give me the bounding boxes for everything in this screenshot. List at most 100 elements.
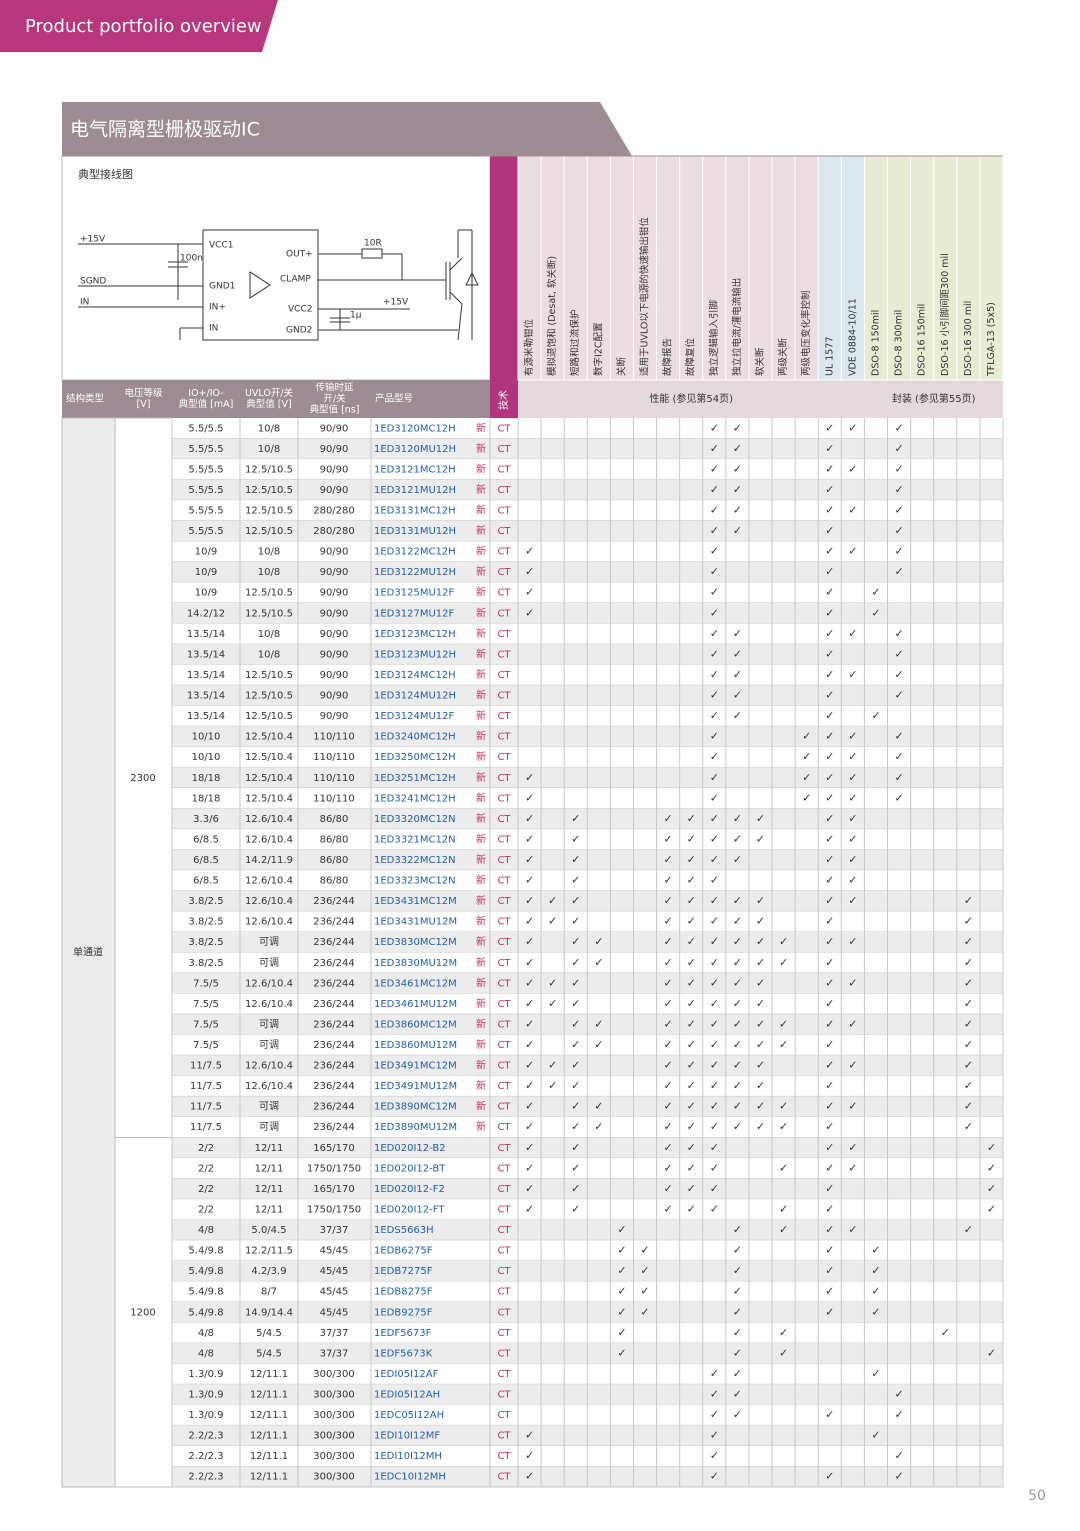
check: ✓: [733, 1059, 742, 1072]
check: ✓: [687, 1059, 696, 1072]
check: ✓: [825, 1264, 834, 1277]
check: ✓: [525, 1079, 534, 1092]
check: ✓: [825, 874, 834, 887]
check: ✓: [825, 976, 834, 989]
check: ✓: [825, 915, 834, 928]
check: ✓: [571, 1059, 580, 1072]
tech: CT: [497, 485, 511, 496]
check: ✓: [733, 1346, 742, 1359]
check: ✓: [825, 1100, 834, 1113]
new-badge: 新: [476, 627, 486, 640]
check: ✓: [687, 1120, 696, 1133]
check: ✓: [987, 1161, 996, 1174]
check: ✓: [733, 709, 742, 722]
io-current: 3.8/2.5: [188, 896, 223, 907]
tech: CT: [497, 1019, 511, 1030]
check: ✓: [733, 647, 742, 660]
group-row: [518, 380, 1003, 418]
check: ✓: [664, 1059, 673, 1072]
part-number: 1ED3491MC12M: [374, 1061, 457, 1072]
delay: 236/244: [313, 937, 355, 948]
check: ✓: [664, 1017, 673, 1030]
check: ✓: [525, 853, 534, 866]
check: ✓: [525, 894, 534, 907]
uvlo: 可调: [259, 1018, 279, 1030]
io-current: 13.5/14: [187, 649, 225, 660]
check: ✓: [687, 1079, 696, 1092]
check: ✓: [733, 689, 742, 702]
check: ✓: [710, 586, 719, 599]
column-header: 传输时延: [315, 382, 354, 394]
feature-header-cell: [609, 155, 634, 381]
check: ✓: [825, 832, 834, 845]
check: ✓: [687, 935, 696, 948]
part-number: 1ED3122MU12H: [374, 567, 456, 578]
io-current: 10/9: [195, 567, 217, 578]
part-number: 1EDF5673F: [374, 1328, 432, 1339]
delay: 110/110: [313, 793, 355, 804]
part-number: 1ED3241MC12H: [374, 793, 456, 804]
check: ✓: [571, 894, 580, 907]
check: ✓: [525, 1038, 534, 1051]
check: ✓: [848, 874, 857, 887]
check: ✓: [825, 853, 834, 866]
new-badge: 新: [476, 647, 486, 660]
check: ✓: [710, 997, 719, 1010]
io-current: 18/18: [192, 793, 221, 804]
check: ✓: [825, 750, 834, 763]
tech: CT: [497, 1122, 511, 1133]
check: ✓: [687, 812, 696, 825]
check: ✓: [894, 750, 903, 763]
check: ✓: [525, 956, 534, 969]
check: ✓: [571, 976, 580, 989]
check: ✓: [687, 1202, 696, 1215]
check: ✓: [825, 709, 834, 722]
diagram-label: SGND: [80, 277, 106, 287]
part-number: 1ED3127MU12F: [374, 608, 455, 619]
check: ✓: [664, 915, 673, 928]
delay: 90/90: [320, 691, 349, 702]
check: ✓: [710, 442, 719, 455]
io-current: 5.5/5.5: [188, 506, 223, 517]
column-header: [V]: [137, 399, 151, 410]
check: ✓: [733, 524, 742, 537]
check: ✓: [894, 689, 903, 702]
io-current: 2/2: [198, 1143, 214, 1154]
delay: 45/45: [320, 1287, 349, 1298]
tech: CT: [497, 876, 511, 887]
structure: 单通道: [73, 946, 103, 959]
voltage: 2300: [130, 773, 155, 784]
check: ✓: [756, 935, 765, 948]
check: ✓: [756, 915, 765, 928]
check: ✓: [733, 997, 742, 1010]
uvlo: 14.2/11.9: [245, 855, 293, 866]
new-badge: 新: [476, 832, 486, 845]
check: ✓: [687, 1161, 696, 1174]
delay: 90/90: [320, 711, 349, 722]
check: ✓: [710, 935, 719, 948]
tech: CT: [497, 629, 511, 640]
check: ✓: [894, 504, 903, 517]
tech: CT: [497, 1307, 511, 1318]
uvlo: 可调: [259, 936, 279, 948]
check: ✓: [710, 730, 719, 743]
check: ✓: [664, 1141, 673, 1154]
new-badge: 新: [476, 442, 486, 455]
check: ✓: [848, 812, 857, 825]
part-number: 1ED3122MC12H: [374, 547, 456, 558]
check: ✓: [825, 1285, 834, 1298]
check: ✓: [987, 1141, 996, 1154]
check: ✓: [733, 462, 742, 475]
check: ✓: [548, 894, 557, 907]
check: ✓: [964, 976, 973, 989]
uvlo: 12.5/10.5: [245, 526, 293, 537]
delay: 37/37: [320, 1225, 349, 1236]
check: ✓: [525, 1449, 534, 1462]
delay: 90/90: [320, 547, 349, 558]
check: ✓: [848, 935, 857, 948]
new-badge: 新: [476, 853, 486, 866]
check: ✓: [617, 1264, 626, 1277]
check: ✓: [756, 1038, 765, 1051]
check: ✓: [894, 771, 903, 784]
